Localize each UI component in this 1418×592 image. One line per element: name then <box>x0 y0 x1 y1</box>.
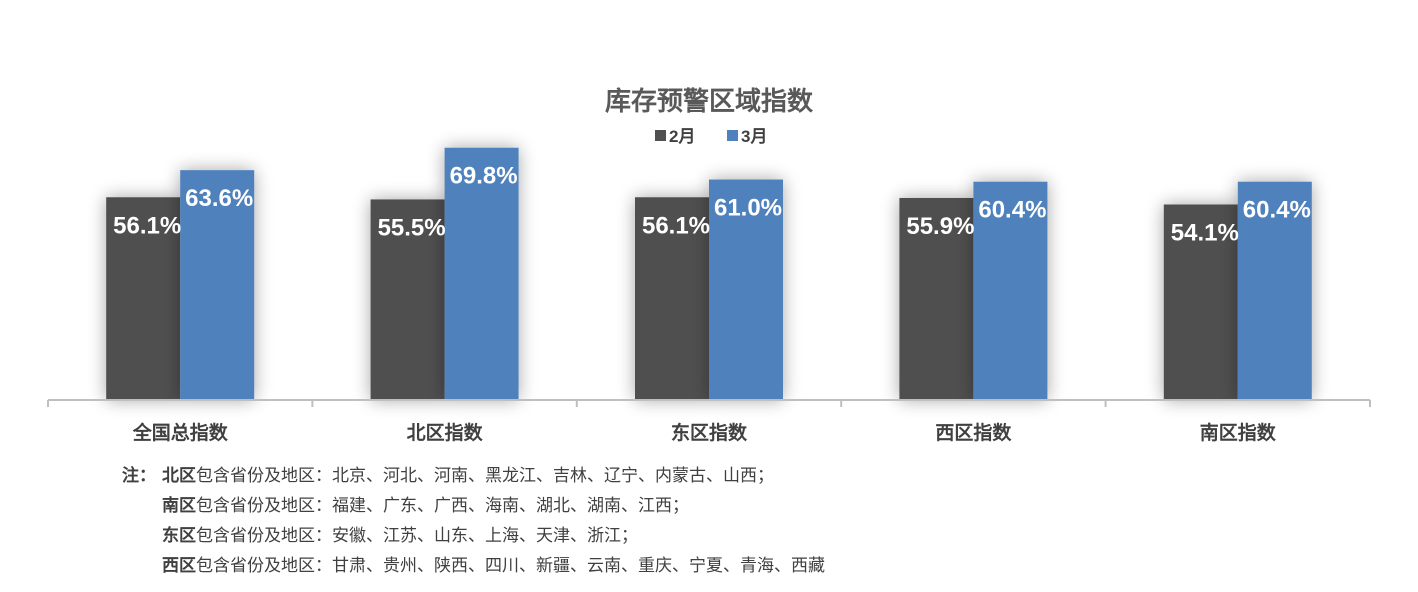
category-label: 全国总指数 <box>132 421 229 444</box>
data-label: 61.0% <box>714 195 782 222</box>
legend-label-2月: 2月 <box>669 127 695 146</box>
legend-swatch-2月 <box>655 130 666 141</box>
note-line-south: 南区包含省份及地区：福建、广东、广西、海南、湖北、湖南、江西； <box>122 491 825 521</box>
note-lead: 注： <box>122 466 156 486</box>
note-text: 包含省份及地区：福建、广东、广西、海南、湖北、湖南、江西； <box>196 496 689 516</box>
bar-3月-南区指数 <box>1237 181 1312 400</box>
data-label: 60.4% <box>1243 197 1311 224</box>
legend-swatch-3月 <box>727 130 738 141</box>
category-label: 东区指数 <box>671 421 748 444</box>
data-label: 56.1% <box>113 212 181 239</box>
bar-3月-东区指数 <box>709 179 783 400</box>
category-label: 北区指数 <box>407 421 484 444</box>
note-region: 西区 <box>162 556 196 576</box>
data-label: 69.8% <box>450 163 518 190</box>
note-region: 北区 <box>162 466 196 486</box>
data-label: 60.4% <box>978 197 1046 224</box>
bar-2月-南区指数 <box>1163 204 1238 400</box>
bar-2月-东区指数 <box>635 197 709 400</box>
bar-2月-西区指数 <box>899 197 974 400</box>
bar-2月-北区指数 <box>370 199 445 400</box>
bars: 56.1%63.6%55.5%69.8%56.1%61.0%55.9%60.4%… <box>106 147 1312 400</box>
bar-2月-全国总指数 <box>106 197 181 400</box>
note-text: 包含省份及地区：甘肃、贵州、陕西、四川、新疆、云南、重庆、宁夏、青海、西藏 <box>196 556 825 576</box>
category-label: 西区指数 <box>935 421 1012 444</box>
note-text: 包含省份及地区：安徽、江苏、山东、上海、天津、浙江； <box>196 526 638 546</box>
bar-3月-西区指数 <box>973 181 1048 400</box>
x-axis <box>47 399 1371 407</box>
note-region: 南区 <box>162 496 196 516</box>
category-label: 南区指数 <box>1200 421 1277 444</box>
legend: 2月 3月 <box>655 127 767 146</box>
note-line-west: 西区包含省份及地区：甘肃、贵州、陕西、四川、新疆、云南、重庆、宁夏、青海、西藏 <box>122 551 825 581</box>
note-region: 东区 <box>162 526 196 546</box>
note-line-north: 注： 北区包含省份及地区：北京、河北、河南、黑龙江、吉林、辽宁、内蒙古、山西； <box>122 461 825 491</box>
notes: 注： 北区包含省份及地区：北京、河北、河南、黑龙江、吉林、辽宁、内蒙古、山西； 南… <box>122 461 825 581</box>
chart-title: 库存预警区域指数 <box>605 86 814 116</box>
note-text: 包含省份及地区：北京、河北、河南、黑龙江、吉林、辽宁、内蒙古、山西； <box>196 466 774 486</box>
note-line-east: 东区包含省份及地区：安徽、江苏、山东、上海、天津、浙江； <box>122 521 825 551</box>
legend-label-3月: 3月 <box>741 127 767 146</box>
category-labels: 全国总指数 北区指数 东区指数 西区指数 南区指数 <box>132 421 1277 444</box>
data-label: 63.6% <box>185 185 253 212</box>
data-label: 55.5% <box>378 214 446 241</box>
data-label: 56.1% <box>642 212 710 239</box>
data-label: 54.1% <box>1171 219 1239 246</box>
bar-3月-北区指数 <box>444 147 519 400</box>
data-label: 55.9% <box>906 213 974 240</box>
bar-3月-全国总指数 <box>180 170 255 400</box>
